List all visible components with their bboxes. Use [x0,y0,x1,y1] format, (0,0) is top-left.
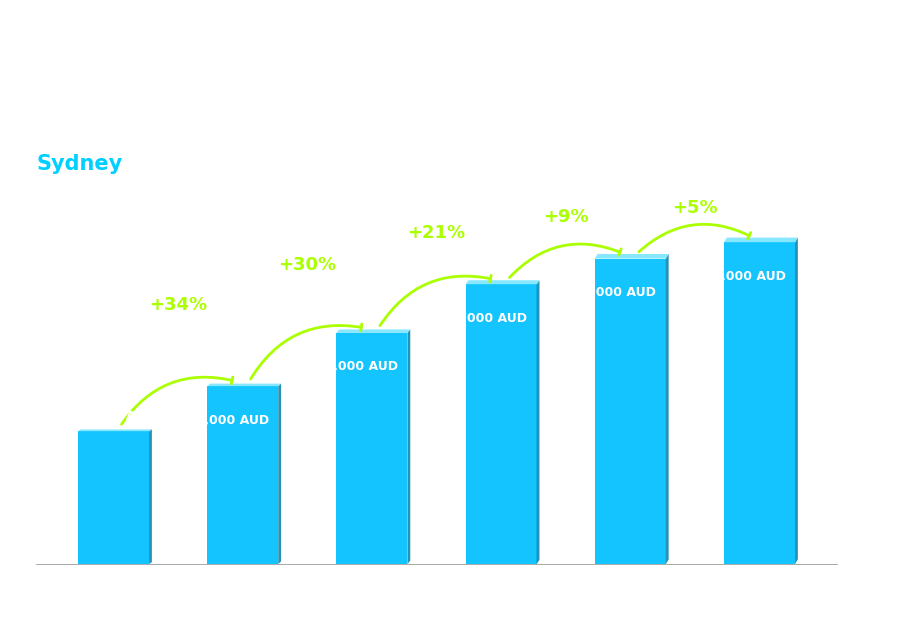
Polygon shape [207,383,281,387]
Polygon shape [795,238,798,564]
Text: Rehabilitation Counselor: Rehabilitation Counselor [36,103,309,122]
Bar [207,387,278,564]
Polygon shape [724,238,798,242]
Bar [78,431,149,564]
Polygon shape [337,329,410,333]
Text: 82,100 AUD: 82,100 AUD [70,410,158,423]
Text: +30%: +30% [278,256,337,274]
Text: Salary Comparison By Experience: Salary Comparison By Experience [36,45,612,74]
Text: +9%: +9% [543,208,589,226]
Polygon shape [465,280,539,285]
Text: Average Yearly Salary: Average Yearly Salary [853,310,866,446]
Text: 82,100 AUD: 82,100 AUD [70,410,158,423]
Text: +21%: +21% [408,224,465,242]
Text: 199,000 AUD: 199,000 AUD [711,221,808,235]
Text: +34%: +34% [149,296,207,315]
Polygon shape [408,329,410,564]
Text: Sydney: Sydney [36,154,122,174]
Text: 110,000 AUD: 110,000 AUD [178,413,269,427]
Bar [465,285,536,564]
Text: salaryexplorer.com: salaryexplorer.com [377,620,523,635]
Polygon shape [595,254,669,258]
Bar [337,333,408,564]
Text: 199,000 AUD: 199,000 AUD [695,270,786,283]
Bar [724,242,795,564]
Polygon shape [278,383,281,564]
Polygon shape [78,429,152,431]
Text: 189,000 AUD: 189,000 AUD [565,286,656,299]
Text: +5%: +5% [672,199,717,217]
Polygon shape [536,280,539,564]
Polygon shape [149,429,152,564]
Text: salary: salary [424,620,476,635]
Text: 173,000 AUD: 173,000 AUD [436,312,527,325]
Bar [595,258,666,564]
Text: 143,000 AUD: 143,000 AUD [307,360,398,374]
Polygon shape [666,254,669,564]
